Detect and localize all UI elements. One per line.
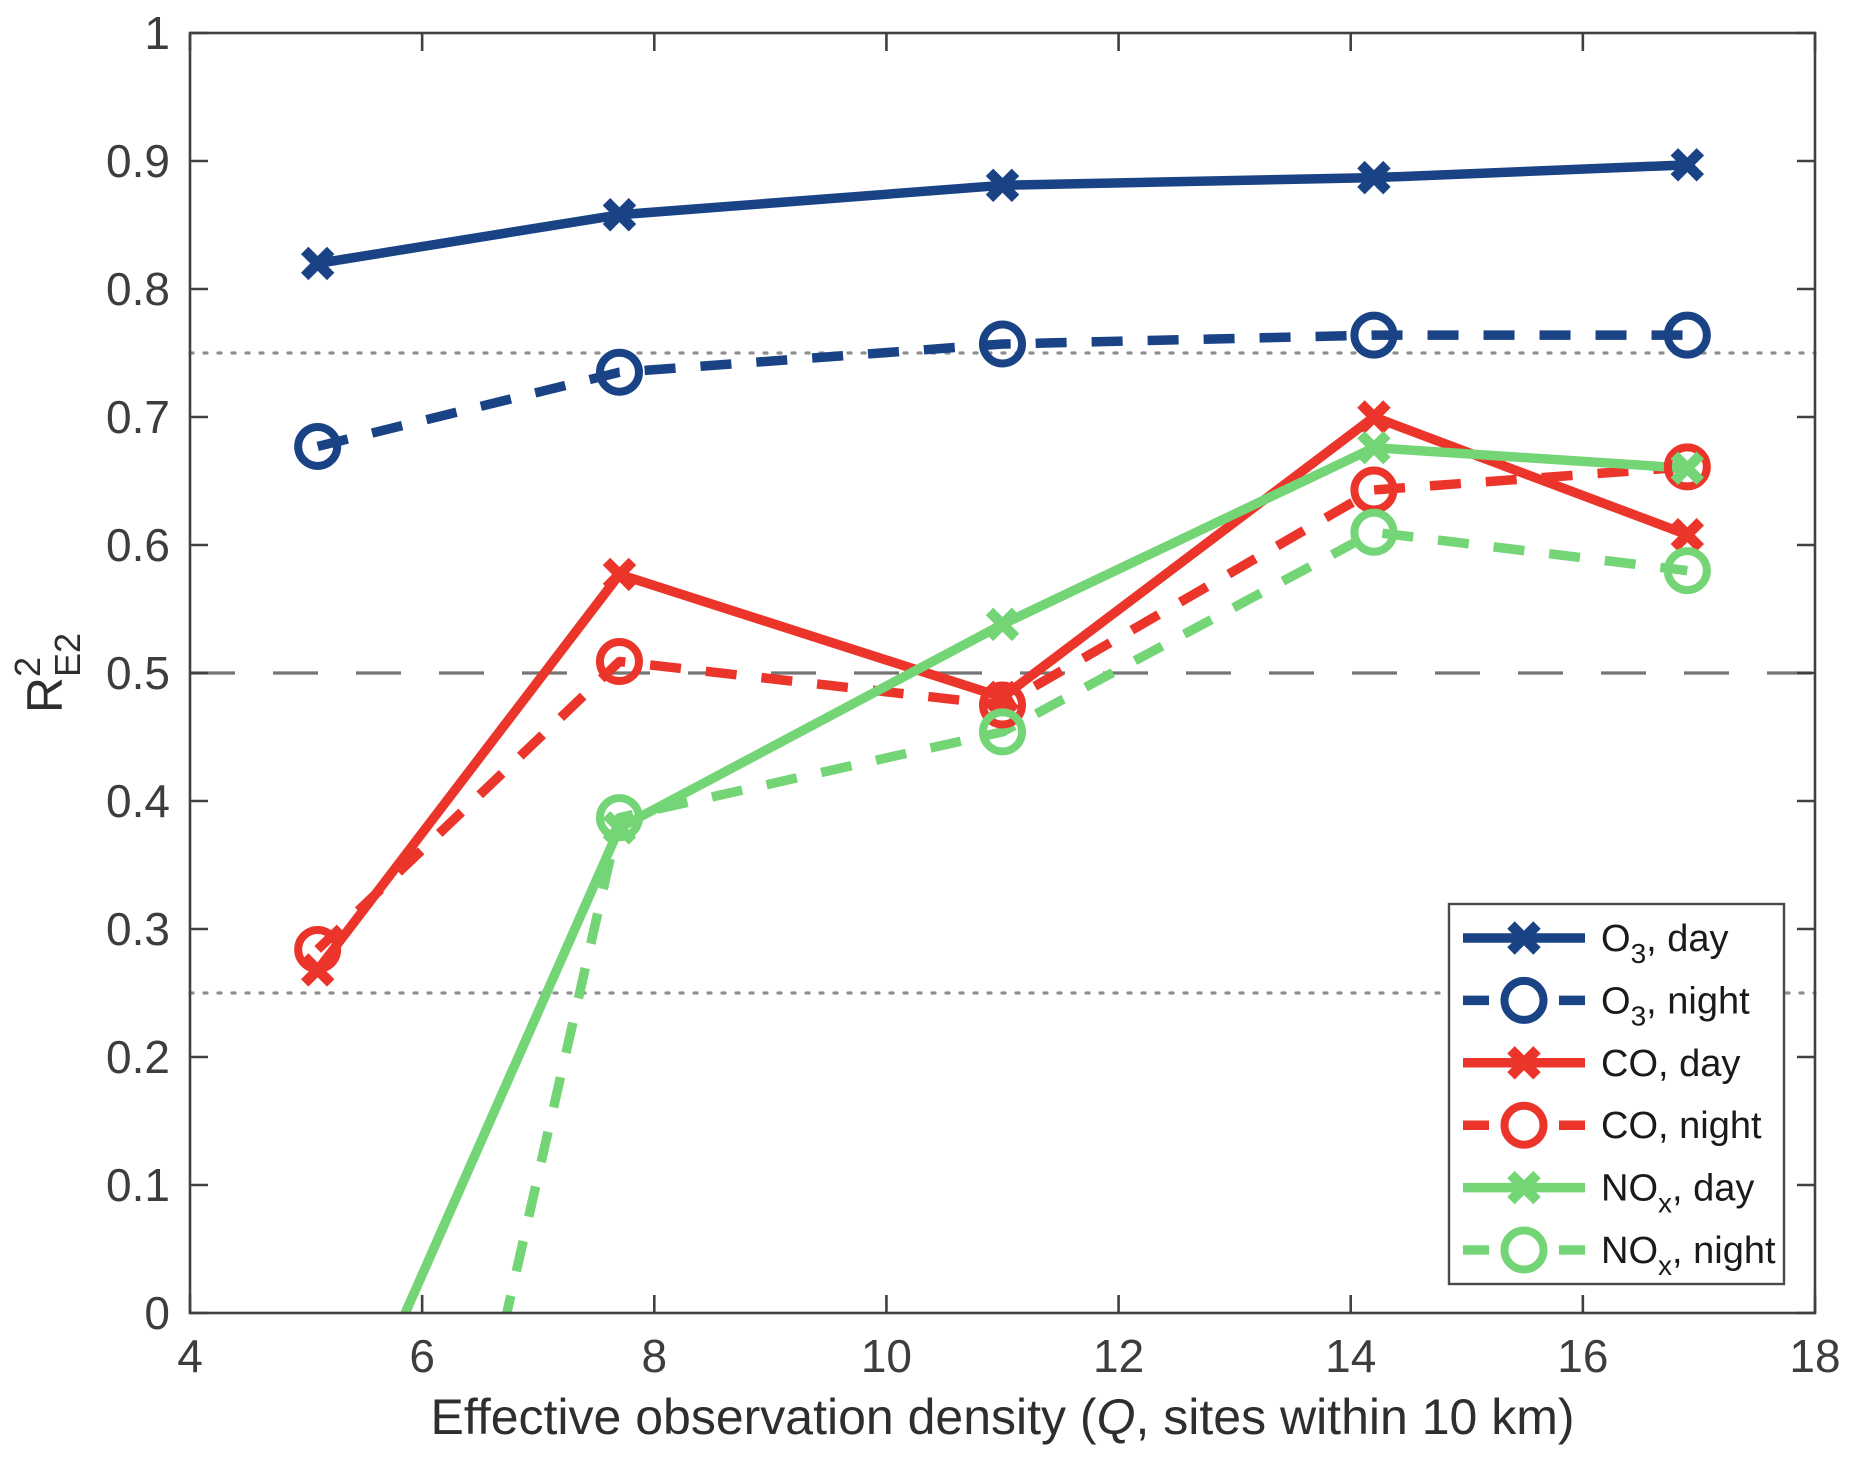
legend-entry-co-day: CO, day — [1463, 1043, 1740, 1085]
axis-labels: Effective observation density (Q, sites … — [7, 633, 1575, 1445]
x-tick-label: 8 — [641, 1330, 667, 1382]
reference-lines — [188, 351, 1817, 995]
y-tick-label: 0.2 — [106, 1031, 170, 1083]
x-tick-label: 4 — [177, 1330, 203, 1382]
marker-x — [1357, 160, 1391, 195]
legend-label: NOx, day — [1601, 1168, 1754, 1219]
markers-nox-day — [602, 431, 1705, 845]
markers-o3-night — [294, 311, 1711, 470]
x-axis-label: Effective observation density (Q, sites … — [430, 1389, 1574, 1445]
marker-x — [1507, 1046, 1541, 1080]
legend-label: CO, night — [1601, 1105, 1762, 1147]
marker-x — [602, 557, 637, 592]
marker-circle — [1350, 311, 1398, 359]
y-axis-label: R2E2 — [7, 633, 88, 713]
y-tick-label: 1 — [144, 7, 170, 59]
legend-marker-circle — [1500, 976, 1548, 1024]
data-markers — [294, 148, 1711, 987]
legend: O3, day O3, night CO, day CO, night NOx, day… — [1447, 902, 1786, 1286]
y-tick-label: 0.4 — [106, 775, 170, 827]
legend-entry-o3-day: O3, day — [1463, 918, 1729, 969]
marker-x — [1507, 1170, 1541, 1205]
marker-circle — [1663, 443, 1711, 491]
marker-x — [1357, 431, 1391, 465]
x-tick-label: 12 — [1093, 1330, 1144, 1382]
marker-circle — [1350, 508, 1398, 556]
marker-circle — [595, 637, 643, 685]
marker-x — [300, 246, 335, 281]
y-tick-label: 0.5 — [106, 647, 170, 699]
tick-labels: 4 6 8 10 12 14 16 18 0 0.1 0.2 0.3 0.4 0.5 0.6 0.7 0.8 0.… — [106, 7, 1841, 1382]
legend-entry-co-night: CO, night — [1463, 1101, 1762, 1149]
series-line-co-night — [314, 462, 1688, 953]
legend-marker-circle — [1500, 1101, 1548, 1149]
y-tick-label: 0 — [144, 1287, 170, 1339]
legend-label: NOx, night — [1601, 1230, 1776, 1281]
legend-label: O3, night — [1601, 980, 1750, 1031]
marker-x — [985, 607, 1020, 642]
legend-entry-nox-night: NOx, night — [1463, 1226, 1776, 1281]
marker-circle — [595, 348, 643, 396]
marker-x — [1670, 451, 1705, 485]
y-tick-label: 0.7 — [106, 391, 170, 443]
legend-entry-o3-night: O3, night — [1463, 976, 1750, 1031]
marker-circle — [979, 681, 1026, 729]
legend-entry-nox-day: NOx, day — [1463, 1168, 1754, 1219]
marker-circle — [979, 320, 1026, 368]
x-tick-label: 16 — [1557, 1330, 1608, 1382]
marker-x — [985, 168, 1020, 203]
series-line-o3-night — [316, 330, 1688, 452]
series-line-nox-night — [501, 527, 1688, 1313]
y-tick-label: 0.9 — [106, 135, 170, 187]
legend-label: O3, day — [1601, 918, 1729, 969]
marker-x — [1670, 518, 1705, 552]
x-tick-label: 14 — [1325, 1330, 1376, 1382]
marker-circle — [979, 708, 1026, 756]
legend-box — [1447, 902, 1786, 1286]
marker-circle — [595, 794, 643, 842]
marker-x — [1507, 921, 1541, 955]
legend-marker-circle — [1500, 1226, 1548, 1274]
y-tick-label: 0.1 — [106, 1159, 170, 1211]
y-tick-label: 0.6 — [106, 519, 170, 571]
x-tick-label: 6 — [409, 1330, 435, 1382]
marker-x — [602, 198, 637, 232]
x-tick-label: 18 — [1789, 1330, 1840, 1382]
marker-x — [1357, 400, 1391, 434]
markers-nox-night — [595, 508, 1711, 842]
marker-x — [1670, 148, 1705, 182]
marker-circle — [1663, 547, 1711, 595]
markers-o3-day — [300, 148, 1705, 281]
y-tick-label: 0.8 — [106, 263, 170, 315]
marker-circle — [294, 925, 342, 973]
marker-circle — [1663, 311, 1711, 359]
markers-co-day — [300, 400, 1705, 987]
legend-label: CO, day — [1601, 1043, 1740, 1085]
y-tick-label: 0.3 — [106, 903, 170, 955]
axes — [188, 31, 1817, 1315]
marker-circle — [294, 422, 342, 470]
x-tick-label: 10 — [861, 1330, 912, 1382]
